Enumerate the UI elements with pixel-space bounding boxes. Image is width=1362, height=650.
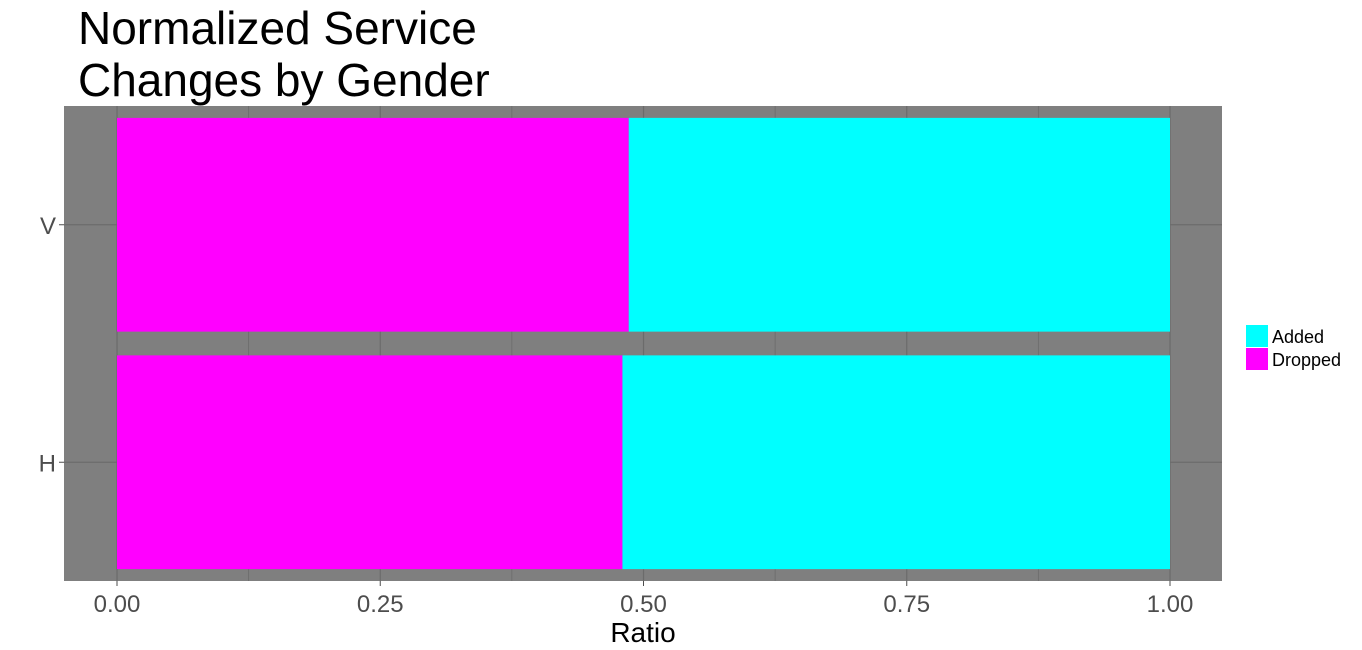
x-tick-label: 1.00 — [1147, 591, 1194, 618]
x-tick-label: 0.00 — [94, 591, 141, 618]
x-tick-label: 0.25 — [357, 591, 404, 618]
axes: H V 0.00 0.25 0.50 0.75 1.00 — [39, 213, 1194, 618]
legend-swatch-dropped — [1246, 348, 1268, 370]
x-tick-label: 0.50 — [620, 591, 667, 618]
legend-label-added: Added — [1272, 327, 1324, 347]
bar-dropped-h — [117, 355, 623, 570]
chart-title: Normalized Service Changes by Gender — [78, 2, 490, 106]
x-tick-label: 0.75 — [883, 591, 930, 618]
x-axis-title: Ratio — [610, 617, 675, 648]
y-tick-label: V — [40, 213, 56, 240]
legend-swatch-added — [1246, 325, 1268, 347]
y-tick-label: H — [39, 450, 56, 477]
bar-added-v — [628, 117, 1170, 332]
legend: Added Dropped — [1246, 325, 1341, 370]
bars — [117, 117, 1170, 570]
legend-label-dropped: Dropped — [1272, 350, 1341, 370]
bar-dropped-v — [117, 117, 629, 332]
bar-added-h — [622, 355, 1170, 570]
